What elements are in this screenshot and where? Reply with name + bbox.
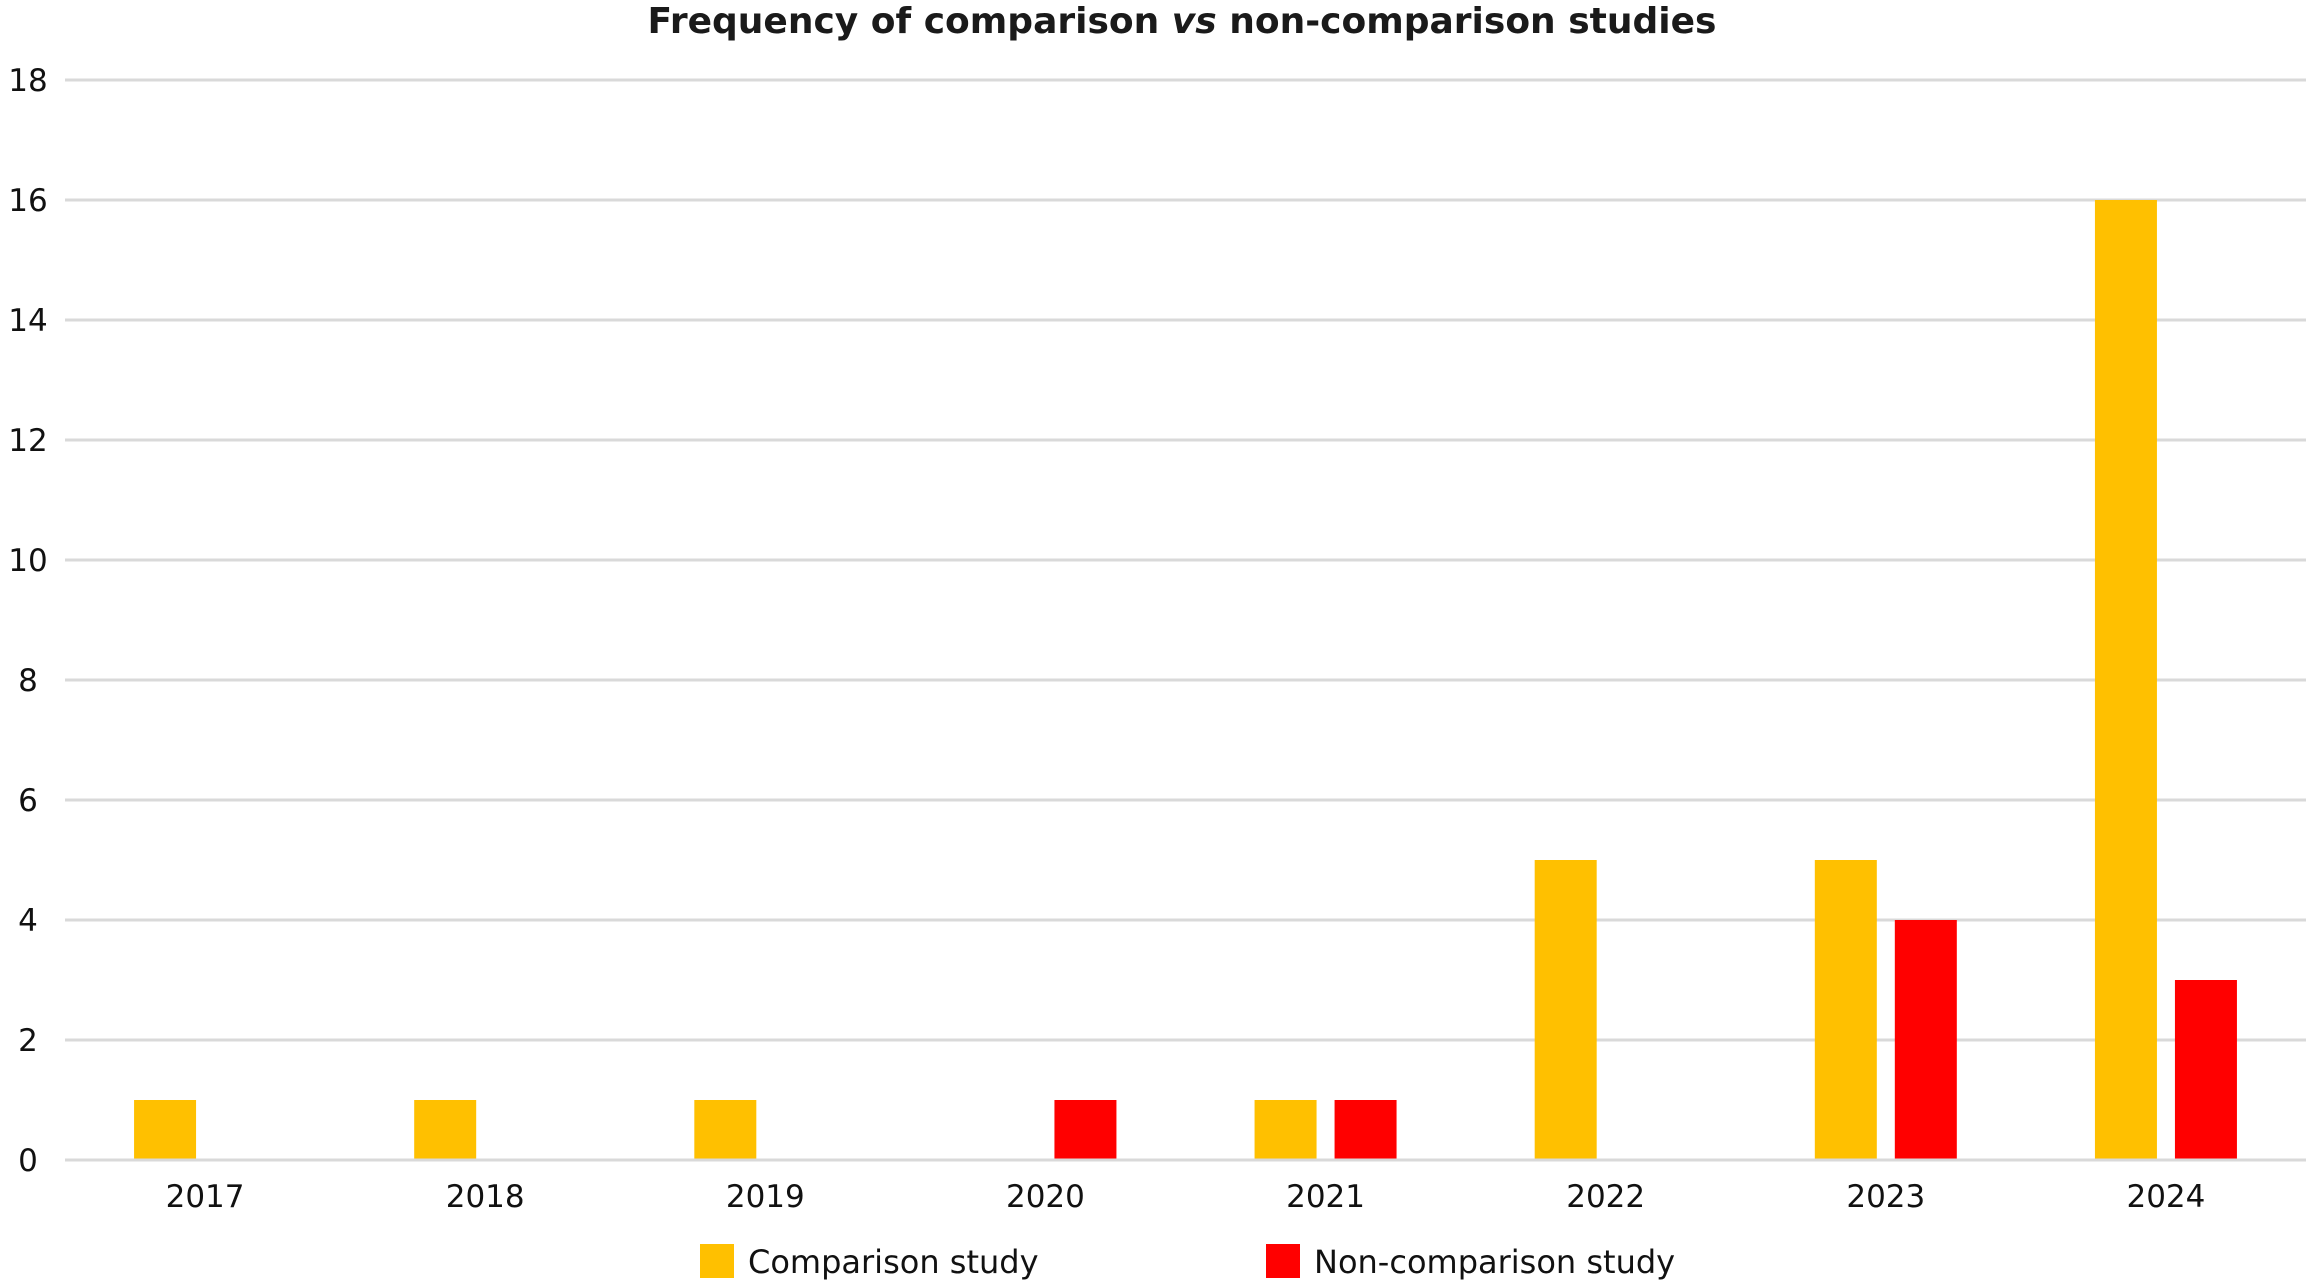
x-tick-label: 2020 (1006, 1179, 1085, 1215)
bar-comparison-2023 (1814, 860, 1877, 1160)
bar-non-comparison-2020 (1054, 1100, 1117, 1160)
x-tick-label: 2022 (1566, 1179, 1645, 1215)
legend-label: Comparison study (748, 1243, 1039, 1281)
y-axis-ticks: 0 2 4 6 8 10 12 14 16 18 (8, 63, 47, 1179)
x-axis-ticks: 2017 2018 2019 2020 2021 2022 2023 2024 (166, 1179, 2206, 1215)
chart-title-part-1: Frequency of comparison (648, 1, 1172, 42)
legend: Comparison study Non-comparison study (700, 1243, 1675, 1281)
y-tick-label: 0 (18, 1143, 38, 1179)
legend-swatch (700, 1244, 734, 1278)
x-tick-label: 2018 (446, 1179, 525, 1215)
bar-non-comparison-2024 (2174, 980, 2237, 1160)
legend-swatch (1266, 1244, 1300, 1278)
y-tick-label: 2 (18, 1023, 38, 1059)
bar-comparison-2021 (1254, 1100, 1317, 1160)
y-tick-label: 18 (8, 63, 47, 99)
bar-comparison-2018 (414, 1100, 477, 1160)
chart-title-part-italic: vs (1172, 1, 1217, 42)
gridlines (65, 78, 2306, 1042)
x-tick-label: 2019 (726, 1179, 805, 1215)
x-tick-label: 2017 (166, 1179, 245, 1215)
y-tick-label: 10 (8, 543, 47, 579)
y-tick-label: 8 (18, 663, 38, 699)
bar-comparison-2024 (2094, 200, 2157, 1160)
bar-non-comparison-2023 (1894, 920, 1957, 1160)
legend-label: Non-comparison study (1314, 1243, 1675, 1281)
x-tick-label: 2023 (1846, 1179, 1925, 1215)
bars (134, 200, 2237, 1160)
y-tick-label: 14 (8, 303, 47, 339)
bar-comparison-2019 (694, 1100, 757, 1160)
chart-title: Frequency of comparison vs non-compariso… (648, 1, 1717, 42)
y-tick-label: 6 (18, 783, 38, 819)
y-tick-label: 4 (18, 903, 38, 939)
chart-title-part-3: non-comparison studies (1217, 1, 1717, 42)
y-tick-label: 16 (8, 183, 47, 219)
y-tick-label: 12 (8, 423, 47, 459)
bar-non-comparison-2021 (1334, 1100, 1397, 1160)
bar-comparison-2017 (134, 1100, 197, 1160)
x-tick-label: 2024 (2126, 1179, 2205, 1215)
bar-comparison-2022 (1534, 860, 1597, 1160)
x-tick-label: 2021 (1286, 1179, 1365, 1215)
